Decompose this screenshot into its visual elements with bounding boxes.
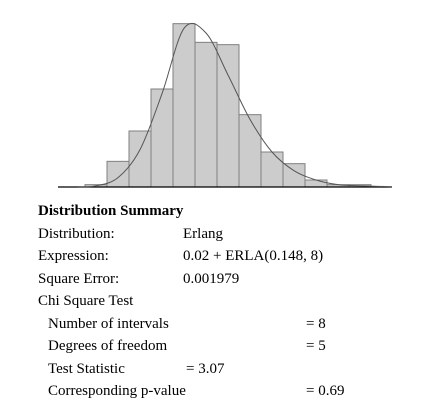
- histogram-bar: [216, 44, 240, 188]
- test-statistic-label: Test Statistic: [48, 360, 125, 377]
- degrees-of-freedom-label: Degrees of freedom: [48, 338, 168, 354]
- histogram-bar: [128, 130, 152, 188]
- intervals-value: = 8: [306, 315, 326, 332]
- histogram-bar: [106, 160, 130, 188]
- p-value-label: Corresponding p-value: [48, 383, 186, 399]
- p-value-value: = 0.69: [306, 383, 345, 399]
- chi-square-title: Chi Square Test: [38, 293, 134, 309]
- distribution-summary: Distribution Summary Distribution: Erlan…: [38, 200, 438, 403]
- square-error-value: 0.001979: [183, 270, 240, 287]
- expression-label: Expression:: [38, 248, 109, 264]
- histogram-bar: [150, 88, 174, 188]
- distribution-value: Erlang: [183, 225, 223, 242]
- distribution-label: Distribution:: [38, 225, 115, 242]
- histogram-bar: [194, 41, 218, 188]
- histogram-bar: [260, 151, 284, 188]
- summary-title: Distribution Summary: [38, 203, 184, 219]
- histogram-bar: [282, 163, 306, 188]
- fitted-distribution-curve: [76, 22, 393, 188]
- histogram-chart: [58, 22, 393, 188]
- test-statistic-value: = 3.07: [186, 360, 225, 377]
- expression-value: 0.02 + ERLA(0.148, 8): [183, 248, 324, 264]
- histogram-bar: [304, 179, 328, 188]
- intervals-label: Number of intervals: [48, 315, 169, 332]
- square-error-label: Square Error:: [38, 270, 120, 287]
- histogram-bar: [238, 114, 262, 188]
- degrees-of-freedom-value: = 5: [306, 338, 326, 354]
